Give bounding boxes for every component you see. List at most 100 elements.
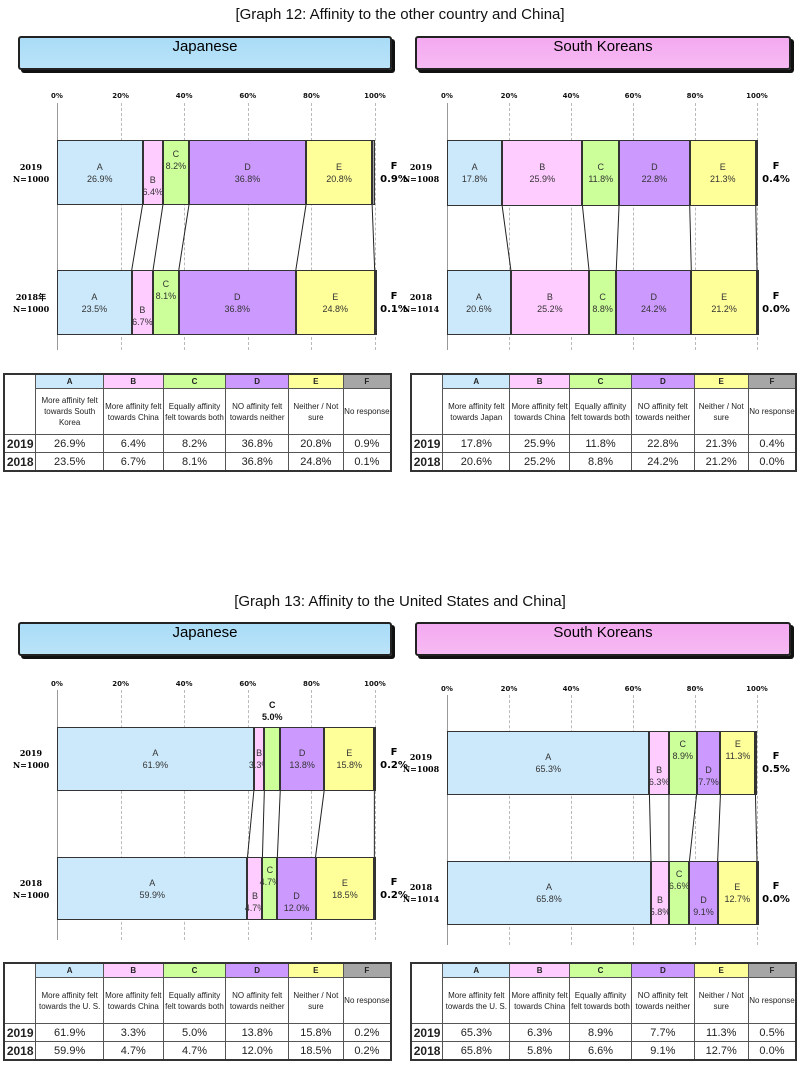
axis-tick-label: 80% <box>303 680 320 688</box>
table-category-e: E <box>693 373 749 389</box>
bar-segment-f <box>374 270 377 335</box>
segment-value: 18.5% <box>332 889 358 900</box>
table-description: More affinity felt towards China <box>509 388 570 435</box>
table-cell: 6.3% <box>509 1023 570 1042</box>
table-cell: 25.2% <box>509 452 570 472</box>
segment-label: D 22.8% <box>642 161 668 185</box>
table-row: 2018 20.6% 25.2% 8.8% 24.2% 21.2% 0.0% <box>410 452 797 472</box>
table-cell: 4.7% <box>162 1041 227 1061</box>
segment-value: 25.9% <box>529 174 556 184</box>
connector-line <box>581 205 590 271</box>
axis-tick-label: 80% <box>686 685 704 693</box>
axis-tick-label: 60% <box>239 92 257 100</box>
table-cell: 36.8% <box>225 434 289 453</box>
segment-letter: E <box>336 161 343 172</box>
segment-label: C 5.0% <box>262 699 283 723</box>
axis-tick-label: 100% <box>364 92 386 100</box>
gridline <box>57 103 58 350</box>
table-cell: 8.1% <box>162 452 227 472</box>
gridline <box>120 103 122 350</box>
axis-tick-label: 100% <box>746 685 768 693</box>
table-cell: 12.0% <box>225 1041 289 1061</box>
bar-segment-a <box>447 861 651 925</box>
segment-letter: A <box>475 291 482 302</box>
segment-letter: D <box>244 161 251 172</box>
row-year: 2018 <box>19 877 43 888</box>
table-description: Neither / Not sure <box>288 977 344 1024</box>
segment-value: 11.3% <box>725 751 751 761</box>
connector-line <box>648 794 652 862</box>
table-category-e: E <box>693 962 749 978</box>
row-year: 2019 <box>19 161 43 172</box>
bar-segment-b <box>649 731 669 795</box>
gridline <box>633 103 634 350</box>
gridline <box>375 690 376 940</box>
segment-value: 8.2% <box>165 160 187 171</box>
f-letter: F <box>772 881 780 892</box>
segment-letter: D <box>651 162 658 172</box>
segment-label: A 65.3% <box>535 751 561 775</box>
gridline <box>447 103 448 350</box>
gridline <box>571 695 572 945</box>
row-year: 2019 <box>409 162 433 172</box>
row-label: 2018 N=1014 <box>403 881 439 905</box>
table-description: More affinity felt towards China <box>509 977 570 1024</box>
f-value: 0.5% <box>762 764 790 775</box>
table-cell: 18.5% <box>288 1041 344 1061</box>
table-cell: 6.4% <box>102 434 164 453</box>
segment-label: A 20.6% <box>466 291 492 315</box>
segment-letter: A <box>96 161 103 172</box>
segment-value: 20.6% <box>466 303 492 314</box>
gridline <box>571 103 572 350</box>
f-value: 0.0% <box>762 303 790 315</box>
bar-segment-a <box>447 140 503 206</box>
graph-12-title: [Graph 12: Affinity to the other country… <box>235 6 565 23</box>
table-description: No response <box>342 388 392 435</box>
table-row: 2018 23.5% 6.7% 8.1% 36.8% 24.8% 0.1% <box>3 452 392 472</box>
segment-letter: C <box>269 700 276 710</box>
table-category-e: E <box>288 373 344 389</box>
table-cell: 22.8% <box>631 434 695 453</box>
f-label: F 0.0% <box>762 290 790 316</box>
segment-letter: E <box>734 739 741 749</box>
gridline <box>447 695 448 945</box>
table-cell: 8.2% <box>162 434 227 453</box>
bar-segment-b <box>502 140 583 206</box>
table-cell: 17.8% <box>442 434 511 453</box>
axis-tick-label: 40% <box>175 680 193 688</box>
f-letter: F <box>390 876 398 888</box>
f-value: 0.2% <box>380 760 408 771</box>
segment-value: 21.2% <box>711 303 737 314</box>
f-letter: F <box>772 161 780 172</box>
segment-label: C 8.2% <box>166 148 187 172</box>
row-n: N=1000 <box>12 760 50 770</box>
table-category-a: A <box>35 373 104 389</box>
data-table: A B C D E F More affinity felt towards the U. … <box>3 962 392 1061</box>
bar-segment-a <box>57 140 143 205</box>
axis-tick-label: 60% <box>239 680 257 688</box>
segment-value: 12.0% <box>283 902 310 913</box>
bar-segment-b <box>253 727 265 791</box>
segment-label: A 65.8% <box>536 881 562 905</box>
bar-segment-c <box>588 270 617 335</box>
segment-value: 22.8% <box>641 174 668 184</box>
table-cell: 36.8% <box>225 452 289 472</box>
bar-segment-a <box>57 270 132 335</box>
bar-segment-c <box>162 140 189 205</box>
table-description: No response <box>342 977 392 1024</box>
table-cell: 61.9% <box>35 1023 104 1042</box>
segment-letter: C <box>679 739 686 749</box>
segment-letter: A <box>91 291 98 302</box>
table-cell: 3.3% <box>102 1023 164 1042</box>
table-category-c: C <box>162 962 227 978</box>
table-cell: 23.5% <box>35 452 104 472</box>
bar-segment-c <box>668 731 697 795</box>
segment-letter: B <box>656 895 663 905</box>
segment-label: D 24.2% <box>641 291 667 315</box>
table-category-d: D <box>631 962 695 978</box>
segment-letter: C <box>172 148 180 159</box>
table-corner <box>3 962 37 1024</box>
row-year: 2019 <box>409 752 433 762</box>
table-cell: 0.0% <box>747 452 797 472</box>
gridline <box>695 103 696 350</box>
